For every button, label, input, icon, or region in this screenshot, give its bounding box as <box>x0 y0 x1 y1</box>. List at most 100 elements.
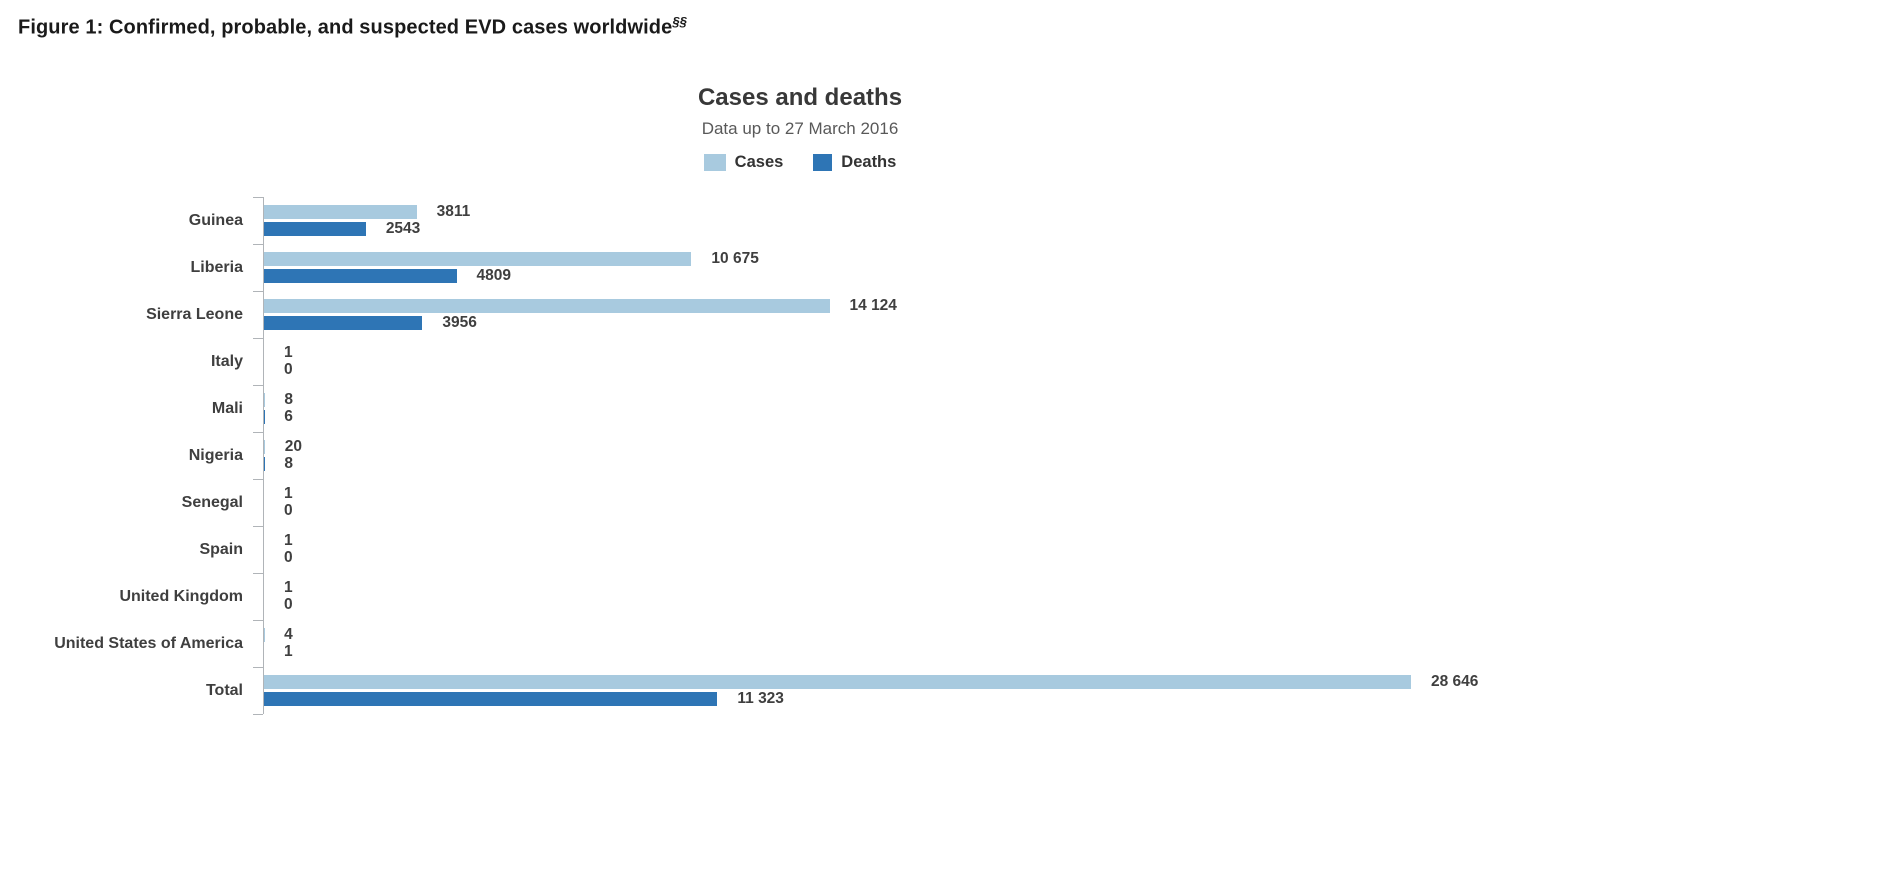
deaths-value-label: 3956 <box>442 314 477 331</box>
axis-tick <box>253 432 263 433</box>
deaths-value-label: 2543 <box>385 220 421 237</box>
deaths-value-label: 0 <box>284 596 293 613</box>
cases-bar <box>264 675 1411 689</box>
chart-header: Cases and deaths Data up to 27 March 201… <box>400 84 1200 172</box>
chart-row: Total 28 646 11 323 <box>0 667 1860 714</box>
chart-row: Spain 1 0 <box>0 526 1860 573</box>
category-label: Total <box>205 681 243 699</box>
axis-tick <box>253 667 263 668</box>
deaths-value-label: 11 323 <box>737 690 784 707</box>
bar-line: 0 <box>264 361 1860 378</box>
axis-tick <box>253 291 263 292</box>
axis-tick <box>253 479 263 480</box>
bar-line: 20 <box>264 438 1860 455</box>
deaths-value-label: 8 <box>284 455 293 472</box>
bar-line: 3811 <box>264 203 1860 220</box>
figure-title-text: Figure 1: Confirmed, probable, and suspe… <box>18 16 673 39</box>
chart-row: Liberia 10 675 4809 <box>0 244 1860 291</box>
deaths-value-label: 6 <box>284 408 293 425</box>
chart-row: Mali 8 6 <box>0 385 1860 432</box>
cases-bar <box>264 440 265 454</box>
bar-line: 1 <box>264 485 1860 502</box>
category-label: Spain <box>199 540 243 558</box>
cases-value-label: 1 <box>284 344 293 361</box>
bar-line: 0 <box>264 596 1860 613</box>
axis-tick <box>253 620 263 621</box>
cases-bar <box>264 205 417 219</box>
axis-tick <box>253 197 263 198</box>
legend-item-cases: Cases <box>703 153 784 172</box>
bar-line: 0 <box>264 549 1860 566</box>
cases-value-label: 20 <box>284 438 303 455</box>
bar-line: 11 323 <box>264 690 1860 707</box>
deaths-bar <box>264 222 366 236</box>
bar-group: 28 646 11 323 <box>264 673 1860 707</box>
deaths-value-label: 0 <box>284 549 293 566</box>
category-label: Guinea <box>188 211 243 229</box>
category-label: United Kingdom <box>119 587 243 605</box>
bar-line: 0 <box>264 502 1860 519</box>
cases-value-label: 28 646 <box>1431 673 1479 690</box>
cases-value-label: 14 124 <box>849 297 897 314</box>
cases-value-label: 3811 <box>436 203 471 220</box>
chart-rows: Guinea 3811 2543 Liberia 10 675 4809 Sierra Le… <box>0 197 1860 714</box>
axis-tick <box>253 714 263 715</box>
axis-tick <box>253 244 263 245</box>
deaths-bar <box>264 692 718 706</box>
bar-group: 10 675 4809 <box>264 250 1860 284</box>
bar-line: 2543 <box>264 220 1860 237</box>
bar-line: 14 124 <box>264 297 1860 314</box>
figure-title-superscript: §§ <box>672 14 687 29</box>
cases-value-label: 1 <box>284 579 293 596</box>
chart-title: Cases and deaths <box>697 84 903 111</box>
category-label: Senegal <box>181 493 243 511</box>
category-label: United States of America <box>54 634 243 652</box>
bar-line: 1 <box>264 643 1860 660</box>
bar-line: 1 <box>264 579 1860 596</box>
legend-label-cases: Cases <box>734 153 784 171</box>
cases-bar <box>264 299 830 313</box>
bar-group: 20 8 <box>264 438 1860 472</box>
chart-row: Guinea 3811 2543 <box>0 197 1860 244</box>
deaths-value-label: 0 <box>284 502 293 519</box>
bar-line: 1 <box>264 532 1860 549</box>
category-label: Liberia <box>190 258 243 276</box>
chart-row: Italy 1 0 <box>0 338 1860 385</box>
legend: Cases Deaths <box>400 153 1200 172</box>
figure-title: Figure 1: Confirmed, probable, and suspe… <box>18 14 687 40</box>
cases-value-label: 4 <box>284 626 293 643</box>
bar-line: 10 675 <box>264 250 1860 267</box>
axis-tick <box>253 573 263 574</box>
bar-line: 4 <box>264 626 1860 643</box>
category-label: Italy <box>210 352 243 370</box>
bar-line: 28 646 <box>264 673 1860 690</box>
deaths-bar <box>264 269 457 283</box>
deaths-value-label: 0 <box>284 361 293 378</box>
category-label: Nigeria <box>188 446 243 464</box>
bar-line: 1 <box>264 344 1860 361</box>
axis-tick <box>253 526 263 527</box>
cases-value-label: 1 <box>284 485 293 502</box>
axis-tick <box>253 385 263 386</box>
cases-value-label: 1 <box>284 532 293 549</box>
chart-row: United States of America 4 1 <box>0 620 1860 667</box>
bar-line: 4809 <box>264 267 1860 284</box>
chart-row: Nigeria 20 8 <box>0 432 1860 479</box>
bar-line: 3956 <box>264 314 1860 331</box>
bar-line: 8 <box>264 455 1860 472</box>
legend-label-deaths: Deaths <box>841 153 897 171</box>
deaths-swatch-icon <box>813 154 833 171</box>
axis-tick <box>253 338 263 339</box>
chart-row: United Kingdom 1 0 <box>0 573 1860 620</box>
legend-item-deaths: Deaths <box>813 153 896 172</box>
cases-swatch-icon <box>703 154 726 171</box>
chart-row: Senegal 1 0 <box>0 479 1860 526</box>
chart-subtitle: Data up to 27 March 2016 <box>701 119 899 138</box>
cases-bar <box>264 252 692 266</box>
